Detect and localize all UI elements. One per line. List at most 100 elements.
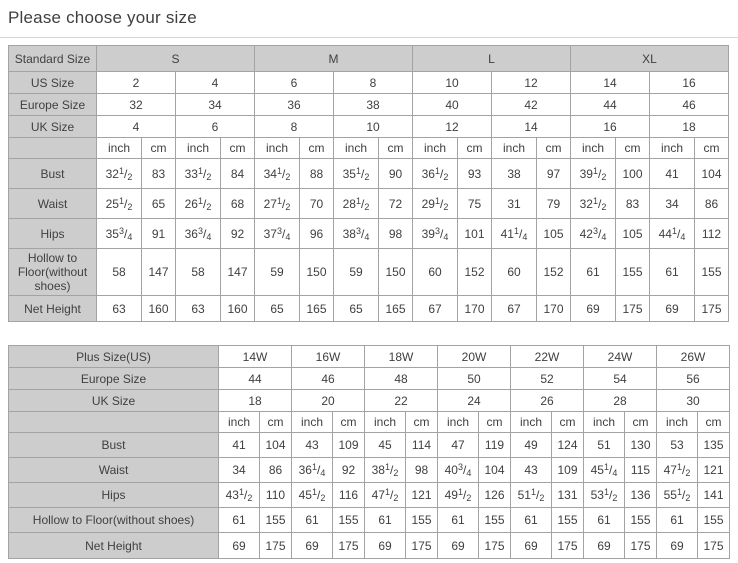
measure-value: 441/4 xyxy=(649,218,695,249)
size-value: 6 xyxy=(254,71,334,94)
row-label: UK Size xyxy=(8,389,219,412)
measure-value: 175 xyxy=(697,532,730,559)
size-value: 10 xyxy=(412,71,492,94)
measure-value: 175 xyxy=(694,295,729,322)
measure-value: 53 xyxy=(656,432,698,458)
size-group-label: M xyxy=(254,45,413,72)
measure-value: 100 xyxy=(615,158,650,189)
measure-value: 34 xyxy=(218,457,260,483)
measure-value: 160 xyxy=(141,295,176,322)
measure-value: 321/2 xyxy=(96,158,142,189)
unit-label: cm xyxy=(332,411,365,433)
size-value: 16 xyxy=(570,115,650,138)
row-label: Net Height xyxy=(8,532,219,559)
measure-value: 65 xyxy=(141,188,176,219)
measure-value: 155 xyxy=(694,248,729,296)
measure-value: 84 xyxy=(220,158,255,189)
measure-value: 115 xyxy=(624,457,657,483)
measure-value: 97 xyxy=(536,158,571,189)
size-value: 42 xyxy=(491,93,571,116)
row-label-blank xyxy=(8,411,219,433)
measure-value: 150 xyxy=(378,248,413,296)
size-value: 12 xyxy=(491,71,571,94)
unit-label: cm xyxy=(141,137,176,159)
measure-value: 155 xyxy=(332,507,365,533)
size-value: 34 xyxy=(175,93,255,116)
unit-label: inch xyxy=(437,411,479,433)
measure-value: 403/4 xyxy=(437,457,479,483)
measure-value: 61 xyxy=(570,248,616,296)
measure-value: 121 xyxy=(697,457,730,483)
size-value: 14 xyxy=(570,71,650,94)
unit-label: cm xyxy=(259,411,292,433)
size-value: 2 xyxy=(96,71,176,94)
size-value: 54 xyxy=(583,367,657,390)
unit-label: inch xyxy=(175,137,221,159)
measure-value: 119 xyxy=(478,432,511,458)
measure-value: 391/2 xyxy=(570,158,616,189)
measure-value: 69 xyxy=(218,532,260,559)
measure-value: 61 xyxy=(649,248,695,296)
measure-value: 45 xyxy=(364,432,406,458)
measure-value: 69 xyxy=(291,532,333,559)
size-value: 6 xyxy=(175,115,255,138)
size-group-label: XL xyxy=(570,45,729,72)
size-value: 22 xyxy=(364,389,438,412)
measure-value: 331/2 xyxy=(175,158,221,189)
measure-value: 126 xyxy=(478,482,511,508)
measure-value: 70 xyxy=(299,188,334,219)
measure-value: 59 xyxy=(333,248,379,296)
measure-value: 124 xyxy=(551,432,584,458)
unit-label: inch xyxy=(96,137,142,159)
unit-label: inch xyxy=(254,137,300,159)
measure-value: 98 xyxy=(378,218,413,249)
measure-value: 83 xyxy=(141,158,176,189)
measure-value: 491/2 xyxy=(437,482,479,508)
row-label: Waist xyxy=(8,457,219,483)
measure-value: 152 xyxy=(457,248,492,296)
measure-value: 131 xyxy=(551,482,584,508)
unit-label: cm xyxy=(694,137,729,159)
measure-value: 341/2 xyxy=(254,158,300,189)
measure-value: 150 xyxy=(299,248,334,296)
unit-label: inch xyxy=(333,137,379,159)
measure-value: 383/4 xyxy=(333,218,379,249)
measure-value: 72 xyxy=(378,188,413,219)
size-value: 18 xyxy=(649,115,729,138)
measure-value: 41 xyxy=(218,432,260,458)
measure-value: 51 xyxy=(583,432,625,458)
size-group-label: S xyxy=(96,45,255,72)
measure-value: 60 xyxy=(491,248,537,296)
size-value: 38 xyxy=(333,93,413,116)
measure-value: 531/2 xyxy=(583,482,625,508)
measure-value: 170 xyxy=(457,295,492,322)
measure-value: 65 xyxy=(254,295,300,322)
size-value: 16W xyxy=(291,345,365,368)
measure-value: 110 xyxy=(259,482,292,508)
measure-value: 551/2 xyxy=(656,482,698,508)
measure-value: 423/4 xyxy=(570,218,616,249)
measure-value: 67 xyxy=(412,295,458,322)
row-label: UK Size xyxy=(8,115,97,138)
size-value: 14W xyxy=(218,345,292,368)
measure-value: 109 xyxy=(332,432,365,458)
size-value: 8 xyxy=(333,71,413,94)
unit-label: cm xyxy=(405,411,438,433)
measure-value: 175 xyxy=(624,532,657,559)
size-value: 52 xyxy=(510,367,584,390)
measure-value: 88 xyxy=(299,158,334,189)
measure-value: 130 xyxy=(624,432,657,458)
unit-label: inch xyxy=(218,411,260,433)
size-value: 18 xyxy=(218,389,292,412)
unit-label: inch xyxy=(649,137,695,159)
measure-value: 511/2 xyxy=(510,482,552,508)
size-value: 22W xyxy=(510,345,584,368)
measure-value: 141 xyxy=(697,482,730,508)
unit-label: cm xyxy=(697,411,730,433)
size-group-label: L xyxy=(412,45,571,72)
measure-value: 155 xyxy=(615,248,650,296)
measure-value: 109 xyxy=(551,457,584,483)
size-value: 56 xyxy=(656,367,730,390)
measure-value: 61 xyxy=(218,507,260,533)
size-value: 44 xyxy=(570,93,650,116)
